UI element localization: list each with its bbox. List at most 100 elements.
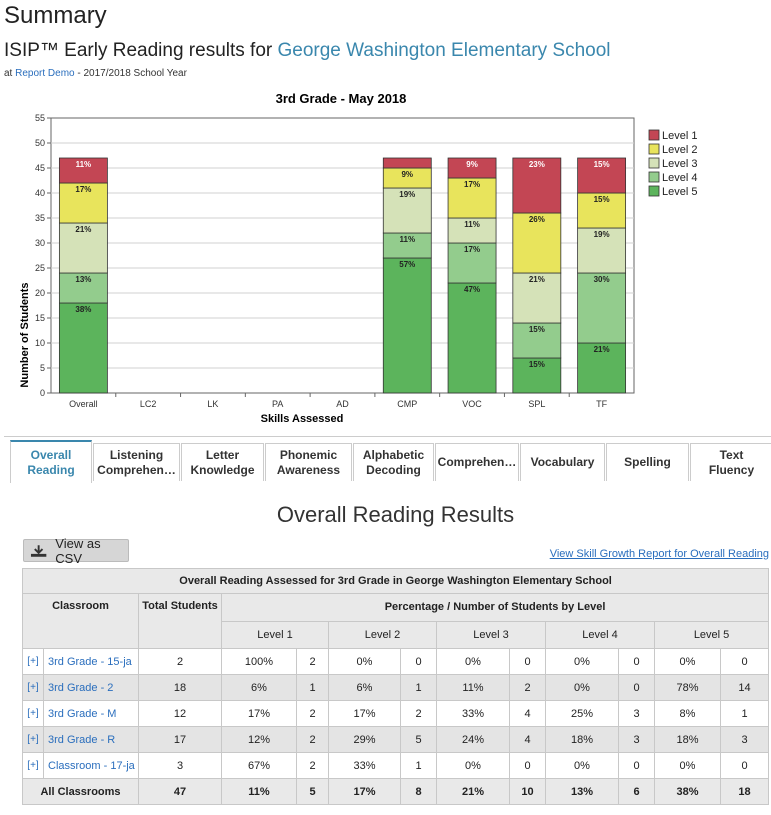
level-count-cell: 4 [509, 700, 546, 727]
level-count-cell: 1 [719, 700, 770, 727]
total-students-header: Total Students [138, 593, 222, 649]
expand-row-button[interactable]: [+] [22, 726, 44, 753]
tab-3[interactable]: Letter Knowledge [181, 443, 264, 481]
classroom-link[interactable]: 3rd Grade - 2 [43, 674, 139, 701]
tab-8[interactable]: Spelling [606, 443, 689, 481]
skill-growth-link[interactable]: View Skill Growth Report for Overall Rea… [549, 548, 769, 560]
level-count-cell: 3 [719, 726, 770, 753]
tab-label: Alphabetic Decoding [363, 448, 424, 478]
total-students-cell: 12 [138, 700, 222, 727]
expand-row-button[interactable]: [+] [22, 648, 44, 675]
bar-segment [382, 257, 432, 394]
y-axis-title: Number of Students [19, 282, 31, 387]
bar-segment [577, 272, 627, 344]
bar-segment [382, 187, 432, 234]
results-table: Overall Reading Assessed for 3rd Grade i… [21, 568, 770, 805]
level-count-cell: 5 [296, 778, 329, 805]
level-percent-cell: 8% [654, 700, 721, 727]
level-count-cell: 3 [618, 700, 655, 727]
tab-label-line: Text [719, 447, 744, 462]
data-label: 15% [594, 195, 610, 204]
y-tick-label: 40 [35, 188, 45, 198]
classroom-link[interactable]: 3rd Grade - 15-ja [43, 648, 139, 675]
bar-segment [58, 222, 108, 274]
level-count-cell: 14 [719, 674, 770, 701]
level-count-cell: 18 [719, 778, 770, 805]
tab-label: Phonemic Awareness [277, 448, 340, 478]
tab-2[interactable]: Listening Comprehen… [93, 443, 180, 481]
view-csv-button[interactable]: View as CSV [23, 536, 129, 566]
tab-label-line: Comprehen… [437, 455, 517, 469]
classroom-link[interactable]: Classroom - 17-ja [43, 752, 139, 779]
subtitle-prefix: ISIP™ Early Reading results for [4, 40, 278, 61]
level-percent-cell: 0% [436, 648, 510, 675]
tab-label-line: Phonemic [279, 447, 338, 462]
x-tick-label: AD [336, 399, 349, 409]
tab-9[interactable]: Text Fluency [690, 443, 771, 481]
x-tick-label: VOC [462, 399, 482, 409]
level-percent-cell: 6% [328, 674, 401, 701]
expand-row-button[interactable]: [+] [22, 752, 44, 779]
bar-segment [58, 182, 108, 224]
data-label: 26% [529, 215, 545, 224]
level-count-cell: 2 [400, 700, 437, 727]
legend-swatch [648, 171, 660, 183]
tab-5[interactable]: Alphabetic Decoding [353, 443, 434, 481]
table-row: [+] 3rd Grade - R 17 12% 2 29% 5 24% 4 18% 3 18% 3 [22, 726, 770, 753]
data-label: 17% [75, 185, 91, 194]
expand-row-button[interactable]: [+] [22, 674, 44, 701]
meta-suffix: - 2017/2018 School Year [74, 68, 187, 79]
data-label: 15% [594, 160, 610, 169]
classroom-link[interactable]: 3rd Grade - M [43, 700, 139, 727]
data-label: 19% [594, 230, 610, 239]
tab-7[interactable]: Vocabulary [520, 443, 605, 481]
x-tick-label: LK [207, 399, 218, 409]
level-count-cell: 2 [296, 752, 329, 779]
report-demo-link[interactable]: Report Demo [15, 68, 75, 79]
level-percent-cell: 29% [328, 726, 401, 753]
bar-segment [447, 157, 497, 179]
bar-segment [447, 282, 497, 394]
data-label: 19% [399, 190, 415, 199]
classroom-header: Classroom [22, 593, 139, 649]
tab-1[interactable]: Overall Reading [10, 440, 92, 483]
bar-segment [512, 212, 562, 274]
classroom-link[interactable]: 3rd Grade - R [43, 726, 139, 753]
y-tick-label: 30 [35, 238, 45, 248]
bar-segment [512, 272, 562, 324]
level-percent-cell: 33% [436, 700, 510, 727]
data-label: 21% [594, 345, 610, 354]
level-percent-cell: 25% [545, 700, 619, 727]
level-count-cell: 0 [509, 648, 546, 675]
bar-segment [447, 177, 497, 219]
level-count-cell: 0 [618, 674, 655, 701]
data-label: 21% [75, 225, 91, 234]
tab-label: Comprehen… [438, 455, 517, 470]
legend-swatch [648, 143, 660, 155]
expand-row-button[interactable]: [+] [22, 700, 44, 727]
level-count-cell: 1 [400, 752, 437, 779]
bar-segment [382, 232, 432, 259]
table-caption: Overall Reading Assessed for 3rd Grade i… [21, 568, 770, 594]
level-count-cell: 1 [400, 674, 437, 701]
level-count-cell: 2 [296, 726, 329, 753]
level-percent-cell: 18% [545, 726, 619, 753]
tab-label-line: Listening [109, 447, 164, 462]
level-count-cell: 0 [719, 752, 770, 779]
tab-label-line: Awareness [276, 462, 341, 477]
bar-segment [447, 242, 497, 284]
legend-label: Level 3 [662, 158, 697, 170]
data-label: 38% [75, 305, 91, 314]
tab-4[interactable]: Phonemic Awareness [265, 443, 352, 481]
level-percent-cell: 78% [654, 674, 721, 701]
report-meta: at Report Demo - 2017/2018 School Year [4, 68, 187, 79]
tab-6[interactable]: Comprehen… [435, 443, 519, 481]
tab-label: Overall Reading [27, 448, 74, 478]
legend-label: Level 5 [662, 186, 697, 198]
level-percent-cell: 0% [654, 648, 721, 675]
report-subtitle: ISIP™ Early Reading results for George W… [4, 40, 611, 62]
data-label: 9% [401, 170, 413, 179]
x-tick-label: Overall [69, 399, 98, 409]
legend-swatch [648, 185, 660, 197]
data-label: 30% [594, 275, 610, 284]
